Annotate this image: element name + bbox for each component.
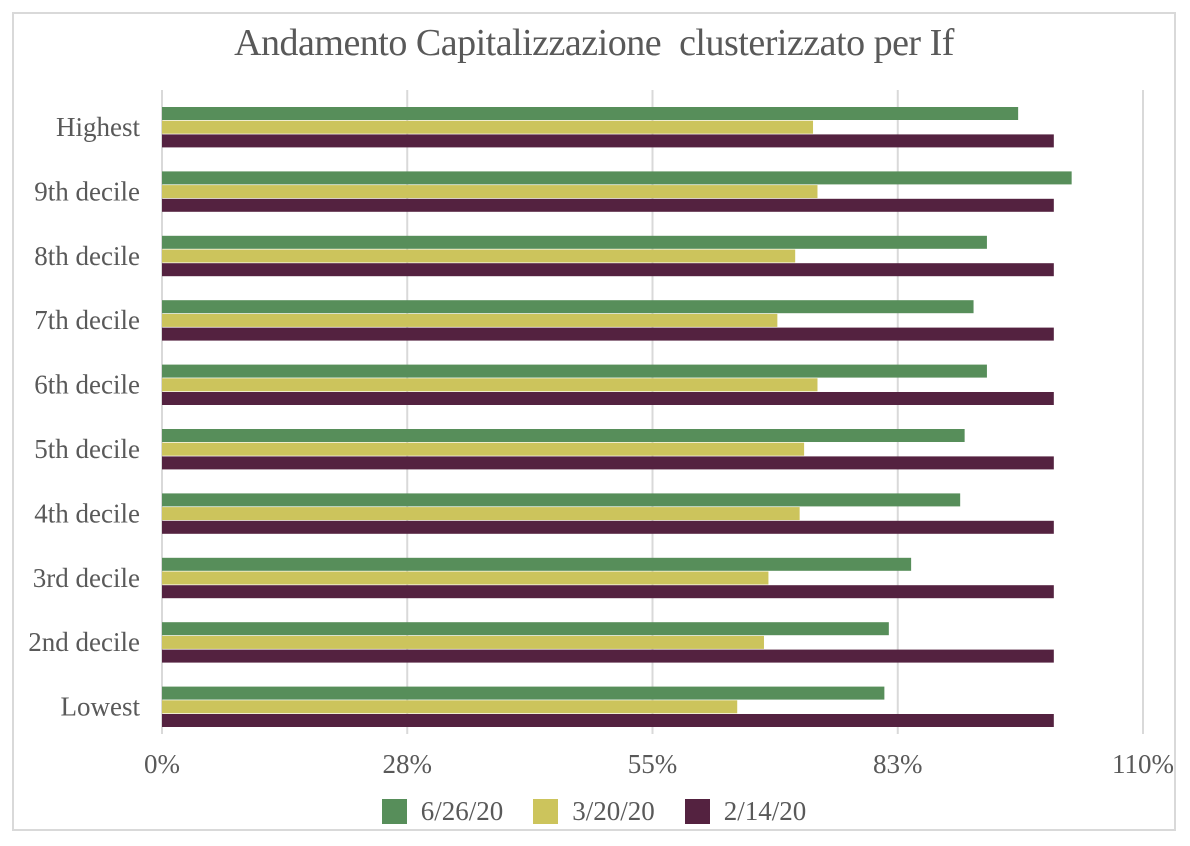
bar [162, 571, 769, 585]
bar [162, 520, 1054, 534]
bar [162, 364, 987, 378]
legend-swatch [684, 799, 710, 824]
legend-label: 2/14/20 [723, 796, 807, 826]
bar [162, 585, 1054, 599]
y-category-label: 4th decile [34, 498, 140, 528]
bar [162, 185, 818, 199]
chart-container: Andamento Capitalizzazione clusterizzato… [12, 12, 1176, 831]
x-tick-label: 110% [1112, 749, 1174, 779]
bar [162, 493, 961, 507]
legend-item: 3/20/20 [533, 798, 655, 825]
y-category-label: 6th decile [34, 370, 140, 400]
bar [162, 456, 1054, 470]
bar [162, 378, 818, 392]
y-category-label: 7th decile [34, 305, 140, 335]
x-tick-label: 0% [144, 749, 180, 779]
bar [162, 507, 800, 521]
legend-swatch [381, 799, 407, 824]
x-tick-label: 83% [873, 749, 923, 779]
y-category-label: Lowest [61, 692, 141, 722]
bar [162, 327, 1054, 341]
legend-label: 3/20/20 [572, 796, 655, 826]
bar [162, 635, 764, 649]
y-category-label: 2nd decile [28, 627, 140, 657]
bar [162, 134, 1054, 148]
bar [162, 557, 912, 571]
y-category-label: 9th decile [34, 176, 140, 206]
bar [162, 120, 814, 134]
legend-item: 2/14/20 [684, 796, 807, 826]
y-category-label: Highest [56, 112, 140, 142]
bar [162, 686, 885, 700]
bar [162, 235, 987, 249]
legend-swatch [533, 799, 559, 824]
bar [162, 622, 889, 636]
x-tick-label: 55% [628, 749, 678, 779]
legend-label: 6/26/20 [420, 796, 504, 826]
bar [162, 649, 1054, 663]
plot-area: 0% 28% 55% 83% 110% Highest 9th decile 8th deci… [28, 90, 1174, 779]
y-category-label: 3rd decile [33, 563, 140, 593]
bar [162, 263, 1054, 277]
bar [162, 171, 1072, 185]
bar [162, 300, 974, 314]
legend: 6/26/20 3/20/20 2/14/20 [14, 798, 1174, 825]
bar [162, 714, 1054, 727]
bar [162, 198, 1054, 212]
chart-title: Andamento Capitalizzazione clusterizzato… [234, 22, 954, 64]
bar [162, 700, 738, 714]
bar [162, 313, 778, 327]
legend-item: 6/26/20 [381, 796, 504, 826]
y-category-label: 8th decile [34, 241, 140, 271]
bar [162, 249, 796, 263]
bar [162, 442, 805, 456]
y-category-label: 5th decile [34, 434, 140, 464]
x-tick-label: 28% [383, 749, 433, 779]
bar [162, 107, 1019, 120]
bar [162, 392, 1054, 405]
bar [162, 429, 965, 442]
